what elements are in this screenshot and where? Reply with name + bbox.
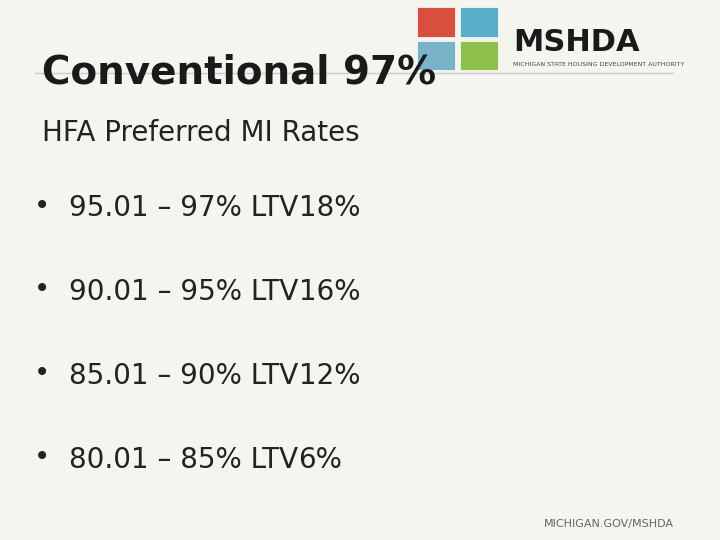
Text: MICHIGAN.GOV/MSHDA: MICHIGAN.GOV/MSHDA	[544, 519, 673, 529]
Text: •: •	[34, 359, 50, 387]
Text: •: •	[34, 192, 50, 220]
FancyBboxPatch shape	[459, 40, 498, 70]
Text: MICHIGAN STATE HOUSING DEVELOPMENT AUTHORITY: MICHIGAN STATE HOUSING DEVELOPMENT AUTHO…	[513, 63, 685, 68]
Text: MSHDA: MSHDA	[513, 28, 639, 57]
Text: •: •	[34, 275, 50, 303]
Text: 85.01 – 90% LTV: 85.01 – 90% LTV	[69, 362, 299, 390]
Text: HFA Preferred MI Rates: HFA Preferred MI Rates	[42, 119, 359, 147]
FancyBboxPatch shape	[417, 40, 455, 70]
Text: 16%: 16%	[299, 278, 360, 306]
FancyBboxPatch shape	[417, 7, 455, 37]
Text: 18%: 18%	[299, 194, 360, 222]
Text: 6%: 6%	[299, 446, 343, 474]
Text: 90.01 – 95% LTV: 90.01 – 95% LTV	[69, 278, 299, 306]
Text: 12%: 12%	[299, 362, 360, 390]
Text: •: •	[34, 443, 50, 471]
Text: Conventional 97%: Conventional 97%	[42, 54, 436, 92]
Text: 80.01 – 85% LTV: 80.01 – 85% LTV	[69, 446, 299, 474]
FancyBboxPatch shape	[459, 7, 498, 37]
Text: 95.01 – 97% LTV: 95.01 – 97% LTV	[69, 194, 299, 222]
